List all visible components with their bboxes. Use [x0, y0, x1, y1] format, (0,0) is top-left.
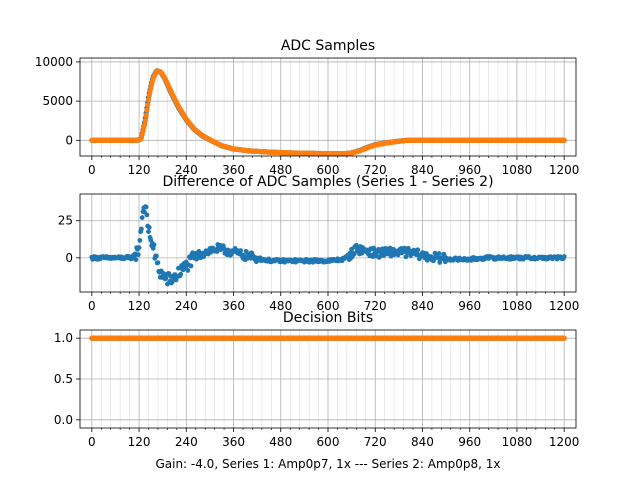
data-point — [139, 215, 145, 220]
x-tick-label: 600 — [317, 435, 340, 449]
y-tick-label: 5000 — [42, 94, 73, 108]
x-tick-label: 0 — [88, 435, 96, 449]
data-point — [561, 335, 567, 341]
x-tick-label: 480 — [269, 299, 292, 313]
data-point — [146, 229, 151, 235]
data-point — [142, 117, 148, 124]
x-tick-label: 840 — [411, 299, 434, 313]
x-tick-label: 360 — [222, 435, 245, 449]
data-point — [561, 137, 567, 143]
x-tick-label: 720 — [364, 435, 387, 449]
x-tick-label: 720 — [364, 299, 387, 313]
data-point — [163, 275, 169, 281]
y-tick-label: 0 — [65, 133, 73, 147]
figure-xlabel: Gain: -4.0, Series 1: Amp0p7, 1x --- Ser… — [155, 457, 500, 471]
data-point — [561, 254, 567, 259]
data-point — [238, 248, 244, 254]
chart-title: Difference of ADC Samples (Series 1 - Se… — [162, 174, 493, 190]
x-tick-label: 120 — [128, 163, 151, 177]
data-point — [144, 107, 150, 113]
x-tick-label: 1080 — [502, 299, 533, 313]
y-tick-label: 1.0 — [54, 331, 73, 345]
chart-title: Decision Bits — [283, 310, 373, 326]
x-tick-label: 240 — [175, 299, 198, 313]
x-tick-label: 240 — [175, 163, 198, 177]
y-tick-label: 0 — [65, 251, 73, 265]
data-point — [139, 226, 144, 232]
data-point — [146, 225, 152, 230]
x-tick-label: 1200 — [549, 163, 580, 177]
x-tick-label: 480 — [269, 435, 292, 449]
series-series-2 — [89, 68, 567, 157]
y-tick-label: 10000 — [35, 55, 73, 69]
data-point — [137, 238, 143, 243]
data-point — [135, 252, 141, 258]
data-point — [144, 212, 150, 218]
data-point — [151, 242, 157, 248]
data-point — [351, 251, 357, 257]
data-point — [133, 257, 139, 263]
x-tick-label: 0 — [88, 299, 96, 313]
x-tick-label: 360 — [222, 299, 245, 313]
x-tick-label: 720 — [364, 163, 387, 177]
data-point — [437, 260, 443, 265]
adc-samples-chart: 0 120 240 360 480 600 720 840 960 1080 1200 0 5000 10… — [35, 38, 580, 177]
chart-title: ADC Samples — [281, 38, 375, 54]
data-point — [169, 279, 175, 285]
x-tick-label: 1080 — [502, 163, 533, 177]
data-point — [136, 245, 142, 251]
data-point — [155, 260, 161, 266]
x-tick-label: 1080 — [502, 435, 533, 449]
x-tick-label: 1200 — [549, 299, 580, 313]
x-tick-label: 240 — [175, 435, 198, 449]
data-point — [403, 254, 409, 260]
x-tick-label: 120 — [128, 299, 151, 313]
data-point — [153, 253, 159, 259]
x-tick-label: 840 — [411, 435, 434, 449]
difference-chart: 0 120 240 360 480 600 720 840 960 1080 1200 0 25 Diff… — [58, 174, 580, 313]
data-point — [176, 265, 181, 271]
x-tick-label: 840 — [411, 163, 434, 177]
data-point — [143, 204, 149, 210]
x-tick-label: 0 — [88, 163, 96, 177]
x-tick-label: 600 — [317, 163, 340, 177]
y-tick-label: 0.5 — [54, 372, 73, 386]
data-point — [143, 112, 149, 118]
data-point — [141, 122, 148, 128]
x-tick-label: 960 — [458, 163, 481, 177]
series-difference — [89, 204, 567, 287]
data-point — [188, 263, 194, 269]
data-point — [415, 247, 421, 253]
y-tick-label: 0.0 — [54, 413, 73, 427]
data-point — [353, 242, 359, 248]
x-tick-label: 600 — [317, 299, 340, 313]
x-tick-label: 120 — [128, 435, 151, 449]
series-series-2 — [89, 335, 567, 341]
x-tick-label: 960 — [458, 299, 481, 313]
decision-bits-chart: 0 120 240 360 480 600 720 840 960 1080 1200 0.0 0.5 1… — [54, 310, 580, 449]
x-tick-label: 1200 — [549, 435, 580, 449]
data-point — [185, 268, 191, 273]
x-tick-label: 960 — [458, 435, 481, 449]
data-point — [178, 271, 184, 277]
data-point — [436, 251, 442, 256]
data-point — [145, 97, 152, 103]
data-point — [145, 102, 151, 108]
y-tick-label: 25 — [58, 214, 73, 228]
x-tick-label: 480 — [269, 163, 292, 177]
x-tick-label: 360 — [222, 163, 245, 177]
